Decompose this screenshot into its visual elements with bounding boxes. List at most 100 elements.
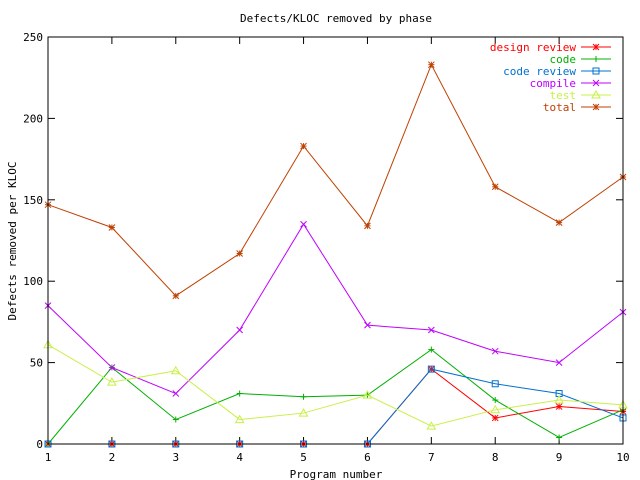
marker-triangle bbox=[234, 414, 245, 424]
data-point-marker bbox=[427, 326, 435, 334]
data-point-marker bbox=[427, 365, 435, 373]
y-tick-label: 250 bbox=[23, 31, 43, 44]
data-point-marker bbox=[426, 421, 437, 430]
x-tick-label: 10 bbox=[616, 451, 629, 464]
data-point-marker bbox=[555, 219, 563, 226]
data-point-marker bbox=[108, 364, 116, 371]
data-point-marker bbox=[172, 292, 180, 300]
x-tick-label: 6 bbox=[364, 451, 371, 464]
data-point-marker bbox=[492, 397, 499, 404]
marker-stroke bbox=[172, 390, 180, 397]
data-point-marker bbox=[172, 416, 179, 423]
data-point-marker bbox=[556, 434, 563, 441]
data-point-marker bbox=[555, 403, 563, 410]
data-point-marker bbox=[491, 183, 499, 191]
legend-label-code-review: code review bbox=[503, 65, 576, 78]
data-point-marker bbox=[593, 56, 599, 62]
chart-title: Defects/KLOC removed by phase bbox=[240, 12, 432, 25]
data-point-marker bbox=[592, 67, 600, 75]
marker-stroke bbox=[300, 220, 307, 228]
data-point-marker bbox=[364, 321, 371, 329]
legend-label-code: code bbox=[550, 53, 577, 66]
series-line-code bbox=[47, 348, 624, 445]
data-point-marker bbox=[490, 404, 501, 414]
y-tick-label: 100 bbox=[23, 275, 43, 288]
marker-triangle bbox=[362, 390, 373, 399]
marker-stroke bbox=[172, 292, 180, 300]
series-line-compile bbox=[47, 223, 624, 395]
marker-triangle bbox=[554, 395, 564, 404]
series-compile bbox=[44, 220, 627, 397]
data-point-marker bbox=[591, 89, 601, 99]
marker-stroke bbox=[427, 61, 435, 69]
marker-triangle bbox=[490, 404, 501, 414]
data-point-marker bbox=[300, 393, 307, 400]
marker-stroke bbox=[592, 79, 600, 87]
data-point-marker bbox=[107, 377, 117, 386]
x-tick-label: 1 bbox=[45, 451, 52, 464]
data-point-marker bbox=[555, 359, 563, 366]
data-point-marker bbox=[427, 61, 435, 69]
series-line-test bbox=[47, 344, 624, 427]
x-tick-label: 7 bbox=[428, 451, 435, 464]
data-point-marker bbox=[108, 224, 116, 231]
marker-stroke bbox=[236, 326, 244, 334]
axes: 0 50 100 150 200 250 1 2 3 4 5 6 7 8 9 10 bbox=[23, 31, 630, 464]
marker-triangle bbox=[298, 408, 309, 417]
marker-square bbox=[491, 380, 499, 388]
data-point-marker bbox=[298, 408, 309, 417]
marker-triangle bbox=[170, 365, 181, 375]
y-tick-label: 200 bbox=[23, 112, 43, 125]
data-point-marker bbox=[234, 414, 245, 424]
legend-label-compile: compile bbox=[530, 77, 576, 90]
legend-label-design-review: design review bbox=[490, 41, 576, 54]
data-point-marker bbox=[172, 390, 180, 397]
data-point-marker bbox=[491, 347, 499, 355]
marker-stroke bbox=[491, 183, 499, 191]
marker-stroke bbox=[592, 43, 600, 51]
marker-stroke bbox=[300, 142, 307, 150]
y-axis-label: Defects removed per KLOC bbox=[6, 162, 19, 321]
marker-stroke bbox=[491, 347, 499, 355]
marker-stroke bbox=[592, 103, 600, 111]
marker-stroke bbox=[555, 359, 563, 366]
plot-frame bbox=[47, 36, 624, 445]
data-point-marker bbox=[592, 79, 600, 87]
x-tick-label: 2 bbox=[109, 451, 116, 464]
x-tick-label: 4 bbox=[236, 451, 243, 464]
data-point-marker bbox=[554, 395, 564, 404]
y-tick-label: 50 bbox=[30, 357, 43, 370]
x-tick-label: 3 bbox=[172, 451, 179, 464]
marker-stroke bbox=[236, 250, 244, 257]
legend-label-test: test bbox=[550, 89, 577, 102]
marker-triangle bbox=[107, 377, 117, 386]
marker-stroke bbox=[555, 219, 563, 226]
data-point-marker bbox=[236, 250, 244, 257]
x-axis-label: Program number bbox=[290, 468, 383, 480]
data-point-marker bbox=[491, 414, 499, 422]
data-point-marker bbox=[364, 222, 371, 230]
x-tick-label: 9 bbox=[556, 451, 563, 464]
marker-square bbox=[427, 365, 435, 373]
marker-stroke bbox=[364, 321, 371, 329]
marker-stroke bbox=[108, 364, 116, 371]
series-total bbox=[44, 61, 627, 300]
marker-stroke bbox=[555, 403, 563, 410]
marker-triangle bbox=[591, 89, 601, 99]
marker-stroke bbox=[491, 414, 499, 422]
data-point-marker bbox=[428, 346, 435, 353]
marker-triangle bbox=[426, 421, 437, 430]
marker-stroke bbox=[108, 224, 116, 231]
legend-label-total: total bbox=[543, 101, 576, 114]
data-point-marker bbox=[236, 326, 244, 334]
x-tick-label: 5 bbox=[300, 451, 307, 464]
data-point-marker bbox=[592, 103, 600, 111]
data-point-marker bbox=[170, 365, 181, 375]
data-point-marker bbox=[300, 142, 307, 150]
marker-stroke bbox=[364, 222, 371, 230]
data-point-marker bbox=[491, 380, 499, 388]
